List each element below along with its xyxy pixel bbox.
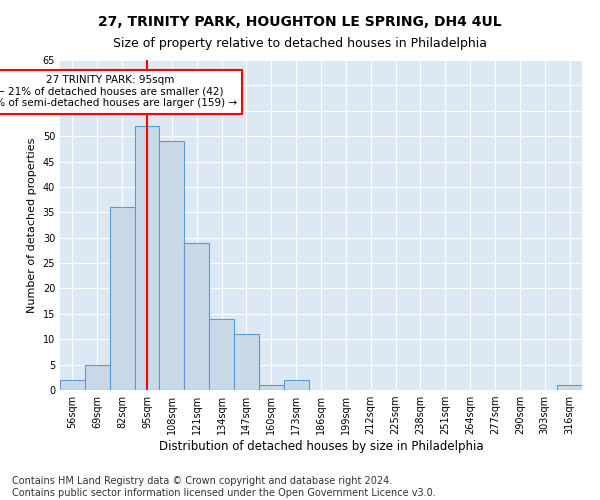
Bar xyxy=(60,380,85,390)
Bar xyxy=(85,364,110,390)
Text: 27, TRINITY PARK, HOUGHTON LE SPRING, DH4 4UL: 27, TRINITY PARK, HOUGHTON LE SPRING, DH… xyxy=(98,15,502,29)
Bar xyxy=(259,385,284,390)
Bar xyxy=(209,319,234,390)
Y-axis label: Number of detached properties: Number of detached properties xyxy=(27,138,37,312)
Bar xyxy=(134,126,160,390)
Bar xyxy=(557,385,582,390)
Bar xyxy=(284,380,308,390)
Bar xyxy=(184,243,209,390)
X-axis label: Distribution of detached houses by size in Philadelphia: Distribution of detached houses by size … xyxy=(158,440,484,453)
Text: 27 TRINITY PARK: 95sqm
← 21% of detached houses are smaller (42)
79% of semi-det: 27 TRINITY PARK: 95sqm ← 21% of detached… xyxy=(0,75,237,108)
Bar xyxy=(160,141,184,390)
Text: Contains HM Land Registry data © Crown copyright and database right 2024.
Contai: Contains HM Land Registry data © Crown c… xyxy=(12,476,436,498)
Bar xyxy=(110,207,134,390)
Text: Size of property relative to detached houses in Philadelphia: Size of property relative to detached ho… xyxy=(113,38,487,51)
Bar xyxy=(234,334,259,390)
